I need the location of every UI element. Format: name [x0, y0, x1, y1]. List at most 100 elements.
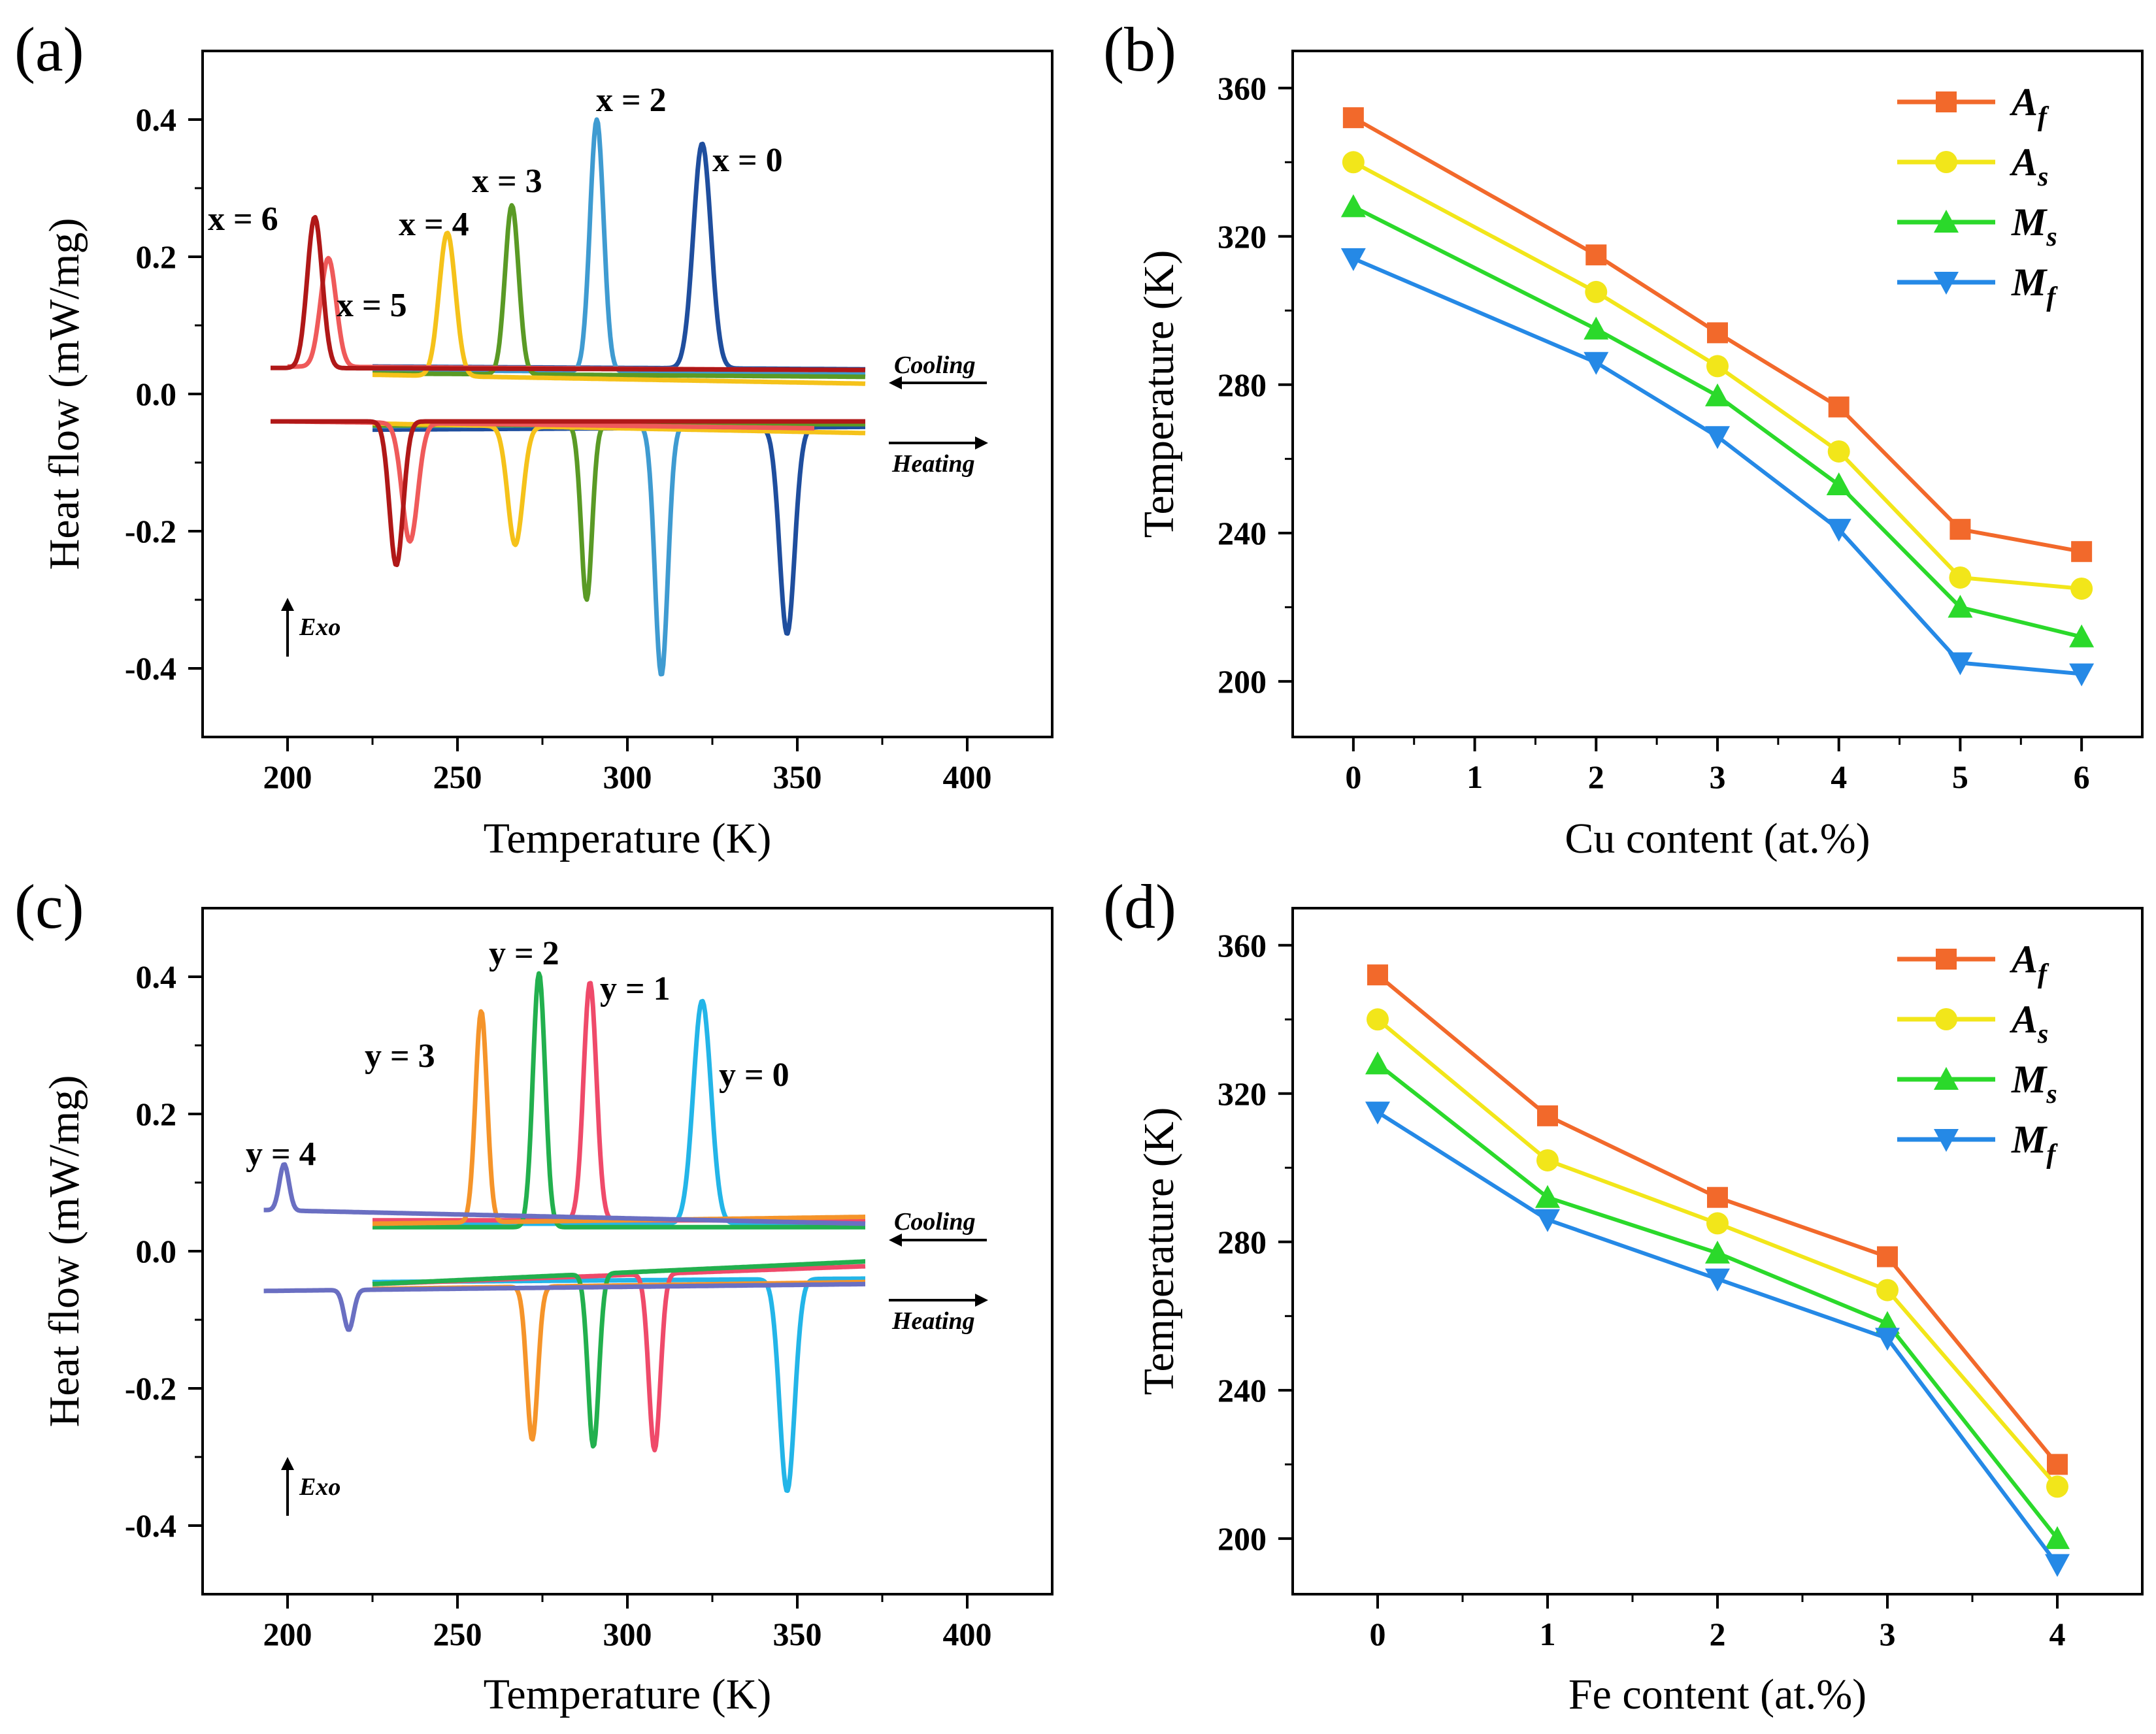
series-x4-heating-curve — [371, 421, 867, 548]
data-point-as — [1706, 355, 1729, 378]
heating-arrowhead-a — [975, 436, 988, 450]
heating-arrowhead-c — [975, 1294, 988, 1307]
x-tick-label: 350 — [773, 759, 822, 795]
legend-ms-marker — [1934, 1067, 1959, 1090]
annotation-y0: y = 0 — [719, 1056, 789, 1094]
legend-as-marker — [1935, 151, 1957, 173]
legend-as-symbol: A — [2009, 998, 2038, 1041]
data-point-as — [1949, 566, 1972, 589]
y-tick-label: 0.0 — [136, 1233, 177, 1269]
legend-mf-marker — [1934, 1129, 1959, 1152]
series-ms-line — [1376, 1062, 2059, 1540]
data-point-mf — [1705, 426, 1730, 450]
data-point-mf — [1948, 652, 1973, 676]
y-tick-label: -0.2 — [125, 1370, 176, 1407]
x-tick-label: 350 — [773, 1616, 822, 1652]
panel-label-c: (c) — [14, 872, 84, 941]
panel-label-d: (d) — [1103, 872, 1176, 941]
heating-label-a: Heating — [891, 450, 975, 478]
data-point-af — [1949, 519, 1971, 540]
series-x6-heating-curve — [269, 419, 867, 567]
x-tick-label: 400 — [943, 1616, 992, 1652]
annotation-x6: x = 6 — [208, 201, 278, 238]
series-y2-heating-curve — [371, 1259, 867, 1449]
legend-mf-symbol: M — [2011, 1118, 2048, 1161]
axis-ticks-b: 0 1 2 3 4 5 6 200 240 280 320 360 — [1218, 70, 2090, 795]
legend-as-marker — [1935, 1008, 1957, 1030]
y-tick-label: 0.2 — [136, 1096, 177, 1132]
series-y4-heating-curve — [263, 1281, 867, 1332]
annotation-x4: x = 4 — [399, 206, 469, 243]
series-x4-cooling-curve — [371, 231, 867, 386]
annotation-x3: x = 3 — [472, 163, 542, 200]
data-point-af — [1342, 107, 1364, 129]
x-tick-label: 200 — [263, 759, 312, 795]
data-point-mf — [2045, 1554, 2070, 1577]
series-as-line — [1352, 160, 2082, 591]
series-y0-cooling-curve — [371, 998, 867, 1226]
data-point-as — [1536, 1149, 1559, 1171]
data-point-as — [2046, 1475, 2068, 1498]
data-point-ms — [1948, 595, 1973, 618]
data-point-mf — [1705, 1268, 1730, 1292]
legend-af-marker — [1936, 949, 1957, 970]
axis-ticks-d: 0 1 2 3 4 200 240 280 320 360 — [1218, 927, 2066, 1652]
legend-af-marker — [1936, 91, 1957, 112]
x-tick-label: 300 — [603, 759, 652, 795]
series-y2-cooling-curve — [371, 971, 867, 1230]
legend-mf-label: Mf — [2011, 261, 2058, 312]
axis-ticks-c: 200 250 300 350 400 -0.4 -0.2 0.0 0.2 0.4 — [125, 958, 992, 1652]
data-point-as — [1585, 280, 1608, 303]
x-tick-label: 250 — [433, 759, 482, 795]
y-axis-title-b: Temperature (K) — [1135, 250, 1183, 538]
legend-ms-label: Ms — [2011, 1058, 2057, 1109]
y-tick-label: 280 — [1218, 367, 1267, 403]
exo-arrowhead-c — [281, 1457, 294, 1470]
series-d — [1365, 964, 2070, 1577]
legend-as-label: As — [2009, 998, 2048, 1049]
legend-ms-symbol: M — [2011, 201, 2048, 244]
data-point-mf — [1535, 1209, 1560, 1232]
y-tick-label: 280 — [1218, 1224, 1267, 1260]
data-point-mf — [1365, 1102, 1390, 1125]
y-tick-label: 320 — [1218, 218, 1267, 255]
legend-as-label: As — [2009, 140, 2048, 192]
cooling-label-c: Cooling — [894, 1208, 976, 1235]
y-tick-label: 200 — [1218, 1520, 1267, 1557]
y-tick-label: -0.2 — [125, 513, 176, 549]
cooling-label-a: Cooling — [894, 352, 976, 379]
x-tick-label: 4 — [1831, 759, 1847, 795]
panel-a-dsc-cu: (a) 200 250 300 350 400 -0.4 -0.2 0.0 0.2 0.4 Tem… — [14, 14, 1053, 862]
series-mf-line — [1352, 257, 2082, 676]
series-af-line — [1352, 116, 2082, 554]
annotation-y3: y = 3 — [365, 1038, 435, 1075]
x-tick-label: 2 — [1710, 1616, 1726, 1652]
curves-a — [269, 117, 867, 677]
x-tick-label: 3 — [1710, 759, 1726, 795]
x-tick-label: 1 — [1467, 759, 1483, 795]
panel-label-b: (b) — [1103, 14, 1176, 84]
legend-ms-subscript: s — [2046, 1079, 2057, 1109]
data-point-af — [1707, 1186, 1728, 1208]
data-point-ms — [1584, 316, 1609, 340]
legend-af-subscript: f — [2038, 959, 2049, 989]
data-point-as — [1367, 1008, 1389, 1031]
data-point-af — [1828, 396, 1849, 417]
legend-mf-label: Mf — [2011, 1118, 2058, 1170]
legend-d: Af As Ms Mf — [1897, 938, 2058, 1170]
data-point-as — [1342, 151, 1365, 174]
y-tick-label: 200 — [1218, 663, 1267, 700]
series-ms-line — [1352, 204, 2082, 639]
cooling-arrowhead-c — [889, 1234, 902, 1247]
x-axis-title-c: Temperature (K) — [484, 1671, 772, 1718]
y-tick-label: 0.4 — [136, 958, 177, 995]
x-tick-label: 0 — [1370, 1616, 1386, 1652]
data-point-ms — [1826, 472, 1851, 496]
legend-mf-subscript: f — [2046, 282, 2058, 312]
data-point-af — [1707, 322, 1728, 344]
series-x2-cooling-curve — [371, 117, 867, 376]
data-point-ms — [2045, 1526, 2070, 1549]
